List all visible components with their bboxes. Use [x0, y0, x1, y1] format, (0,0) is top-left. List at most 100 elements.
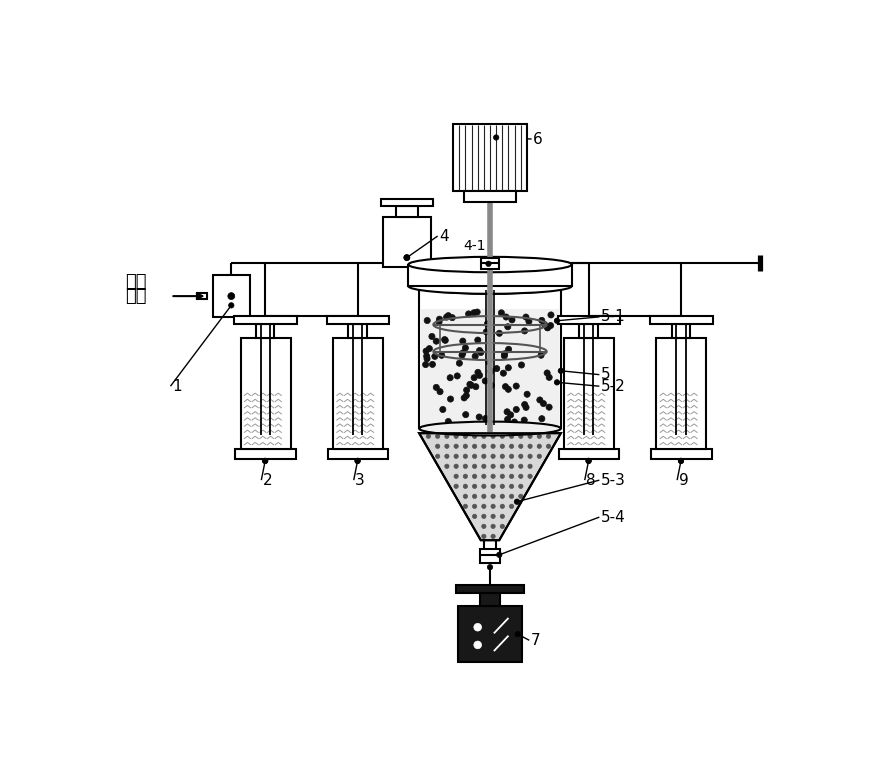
Circle shape	[460, 350, 466, 356]
Circle shape	[475, 369, 481, 375]
Circle shape	[263, 458, 268, 463]
Circle shape	[482, 378, 488, 384]
Circle shape	[486, 261, 492, 267]
Circle shape	[466, 311, 472, 317]
Circle shape	[522, 314, 529, 320]
Circle shape	[528, 454, 532, 459]
Circle shape	[445, 464, 449, 469]
Circle shape	[476, 347, 483, 353]
Circle shape	[472, 353, 478, 360]
Circle shape	[436, 319, 442, 325]
Circle shape	[537, 454, 541, 459]
Circle shape	[449, 314, 455, 321]
Circle shape	[482, 534, 486, 538]
Circle shape	[519, 474, 523, 478]
Text: 7: 7	[530, 633, 540, 648]
Circle shape	[482, 495, 486, 498]
Circle shape	[461, 395, 468, 401]
Text: 5-2: 5-2	[601, 379, 626, 394]
Circle shape	[463, 454, 468, 459]
Circle shape	[423, 353, 430, 360]
Circle shape	[504, 409, 510, 415]
Circle shape	[493, 366, 499, 371]
Circle shape	[491, 524, 495, 529]
Circle shape	[426, 346, 432, 352]
Bar	[408, 264, 572, 286]
Circle shape	[426, 434, 431, 438]
Bar	[242, 392, 289, 448]
Circle shape	[463, 484, 468, 488]
Ellipse shape	[419, 278, 560, 294]
Circle shape	[505, 417, 511, 423]
Circle shape	[474, 623, 482, 631]
Circle shape	[437, 316, 443, 322]
Bar	[459, 606, 522, 662]
Circle shape	[482, 514, 486, 519]
Bar	[650, 316, 713, 324]
Bar	[651, 449, 712, 459]
Circle shape	[472, 474, 476, 478]
Bar	[579, 324, 598, 338]
Circle shape	[460, 338, 466, 344]
Circle shape	[423, 361, 429, 367]
Circle shape	[354, 458, 361, 463]
Circle shape	[454, 484, 458, 488]
Text: 2: 2	[263, 473, 272, 488]
Circle shape	[439, 406, 446, 413]
Bar	[421, 309, 560, 424]
Circle shape	[437, 388, 443, 395]
Circle shape	[678, 458, 683, 463]
Circle shape	[493, 135, 499, 140]
Circle shape	[446, 418, 452, 424]
Circle shape	[500, 474, 505, 478]
Circle shape	[433, 338, 439, 344]
Circle shape	[506, 365, 512, 370]
Circle shape	[509, 504, 514, 509]
Circle shape	[522, 402, 528, 408]
Circle shape	[454, 373, 461, 379]
Circle shape	[528, 464, 532, 469]
Circle shape	[522, 417, 528, 424]
Bar	[235, 449, 296, 459]
Bar	[658, 392, 705, 448]
Circle shape	[537, 434, 541, 438]
Circle shape	[546, 374, 552, 381]
Circle shape	[518, 362, 524, 368]
Circle shape	[519, 484, 523, 488]
Circle shape	[474, 309, 480, 315]
Circle shape	[500, 504, 505, 509]
Circle shape	[484, 329, 490, 335]
Circle shape	[491, 484, 495, 488]
Bar	[559, 449, 620, 459]
Circle shape	[558, 368, 563, 374]
Bar	[234, 316, 297, 324]
Circle shape	[500, 484, 505, 488]
Circle shape	[547, 322, 553, 328]
Text: 4: 4	[439, 229, 449, 243]
Circle shape	[473, 384, 479, 390]
Circle shape	[509, 434, 514, 438]
Circle shape	[424, 356, 431, 362]
Circle shape	[483, 416, 489, 421]
Circle shape	[229, 303, 234, 308]
Circle shape	[454, 474, 458, 478]
Circle shape	[463, 495, 468, 498]
Text: 3: 3	[355, 473, 365, 488]
Circle shape	[545, 324, 551, 331]
Circle shape	[509, 495, 514, 498]
Bar	[256, 324, 274, 338]
Circle shape	[228, 292, 235, 300]
Circle shape	[500, 524, 505, 529]
Circle shape	[438, 353, 445, 358]
Circle shape	[482, 474, 486, 478]
Circle shape	[454, 434, 458, 438]
Circle shape	[501, 351, 507, 357]
Bar	[558, 316, 621, 324]
Circle shape	[463, 387, 469, 393]
Circle shape	[586, 458, 591, 463]
Circle shape	[519, 434, 523, 438]
Circle shape	[436, 454, 440, 459]
Circle shape	[506, 346, 512, 353]
Ellipse shape	[408, 257, 572, 272]
Circle shape	[354, 458, 361, 463]
